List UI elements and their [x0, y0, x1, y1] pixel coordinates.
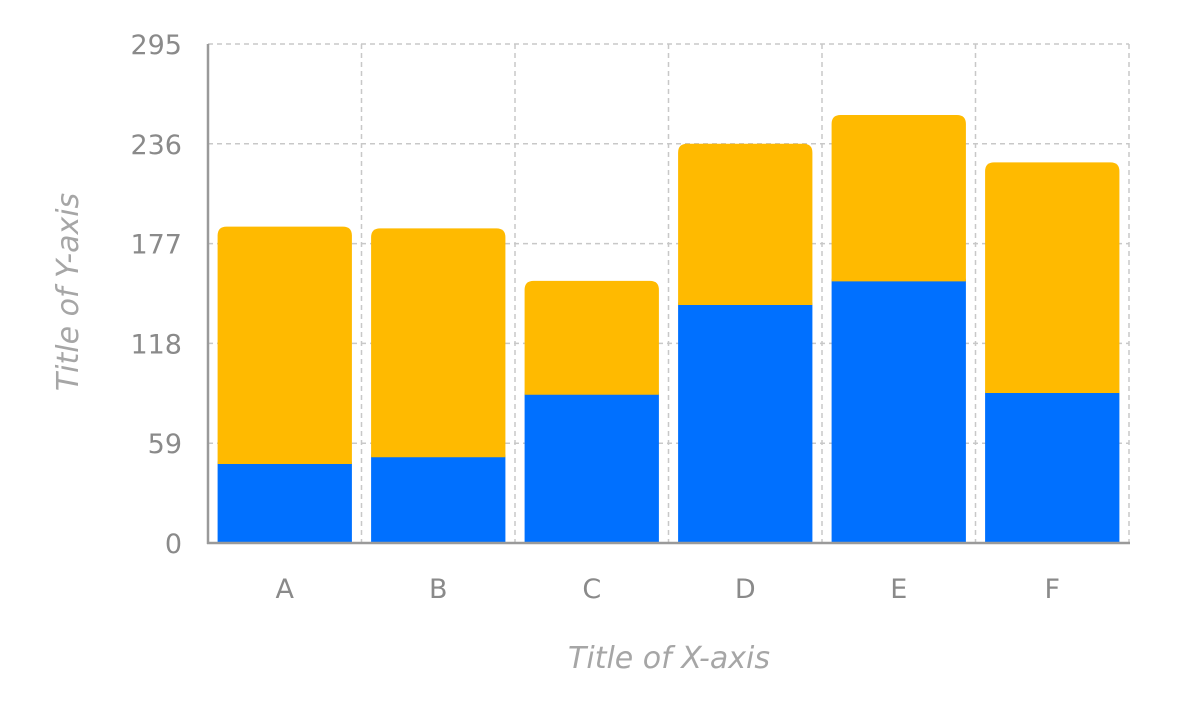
bar-C-series-2	[524, 280, 659, 395]
x-tick-label: A	[276, 574, 295, 605]
grid	[208, 43, 1130, 543]
bar-B-series-2	[371, 228, 506, 458]
x-tick-labels: A B C D E F	[276, 574, 1061, 605]
y-tick-label: 0	[165, 529, 182, 560]
y-tick-label: 59	[148, 429, 182, 460]
y-axis-title: Title of Y-axis	[51, 193, 86, 391]
x-tick-label: F	[1044, 574, 1060, 605]
x-axis-title: Title of X-axis	[568, 641, 770, 676]
y-tick-labels: 0 59 118 177 236 295	[130, 30, 182, 560]
bar-C-series-1	[524, 385, 659, 543]
y-tick-label: 118	[130, 329, 182, 360]
y-tick-label: 295	[130, 30, 182, 61]
x-tick-label: D	[735, 574, 756, 605]
bar-D-series-1	[678, 296, 813, 543]
bars	[217, 115, 1120, 543]
bar-B-series-1	[371, 448, 506, 543]
bar-F-series-2	[985, 162, 1120, 393]
x-tick-label: C	[582, 574, 601, 605]
x-tick-label: E	[890, 574, 907, 605]
bar-D-series-2	[678, 143, 813, 306]
bar-E-series-2	[831, 115, 966, 282]
bar-A-series-1	[217, 455, 352, 543]
y-tick-label: 236	[130, 130, 182, 161]
y-tick-label: 177	[130, 230, 182, 261]
axes	[206, 44, 1130, 545]
x-tick-label: B	[429, 574, 448, 605]
bar-A-series-2	[217, 226, 352, 465]
bar-E-series-1	[831, 272, 966, 543]
bar-F-series-1	[985, 383, 1120, 543]
